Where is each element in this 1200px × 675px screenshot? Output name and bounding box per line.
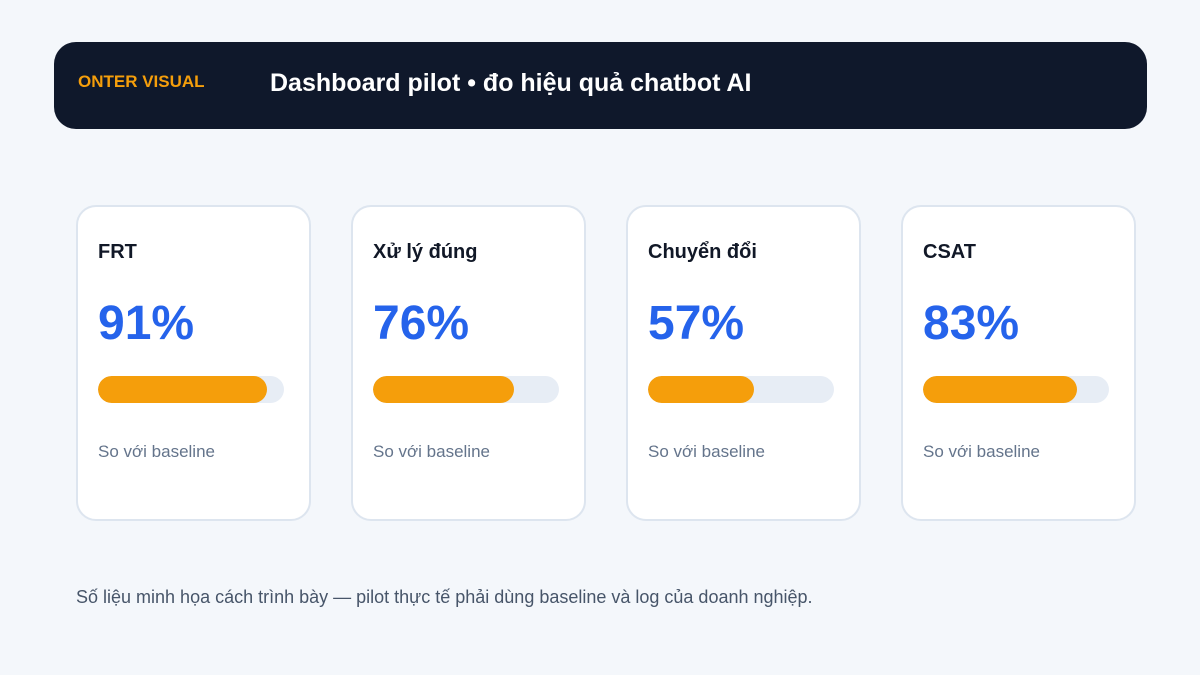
progress-fill — [373, 376, 515, 403]
metric-value: 91% — [98, 297, 195, 350]
metric-label: FRT — [98, 241, 137, 263]
progress-track — [923, 376, 1109, 403]
metric-label: CSAT — [923, 241, 976, 263]
metric-card-csat: CSAT 83% So với baseline — [901, 205, 1136, 521]
metric-card-frt: FRT 91% So với baseline — [76, 205, 311, 521]
metric-caption: So với baseline — [923, 442, 1040, 461]
brand-label: ONTER VISUAL — [78, 72, 205, 91]
metric-caption: So với baseline — [648, 442, 765, 461]
progress-fill — [648, 376, 755, 403]
metric-caption: So với baseline — [98, 442, 215, 461]
header-bar: ONTER VISUAL Dashboard pilot • đo hiệu q… — [54, 42, 1147, 129]
metric-card-conversion: Chuyển đổi 57% So với baseline — [626, 205, 861, 521]
metric-value: 57% — [648, 297, 745, 350]
metric-value: 76% — [373, 297, 470, 350]
progress-fill — [98, 376, 268, 403]
metric-label: Xử lý đúng — [373, 241, 478, 263]
page-title: Dashboard pilot • đo hiệu quả chatbot AI — [270, 69, 752, 97]
metric-card-correct-handling: Xử lý đúng 76% So với baseline — [351, 205, 586, 521]
metric-caption: So với baseline — [373, 442, 490, 461]
progress-track — [373, 376, 559, 403]
footnote: Số liệu minh họa cách trình bày — pilot … — [76, 587, 813, 607]
progress-track — [648, 376, 834, 403]
metric-value: 83% — [923, 297, 1020, 350]
progress-track — [98, 376, 284, 403]
progress-fill — [923, 376, 1078, 403]
metric-label: Chuyển đổi — [648, 241, 757, 263]
